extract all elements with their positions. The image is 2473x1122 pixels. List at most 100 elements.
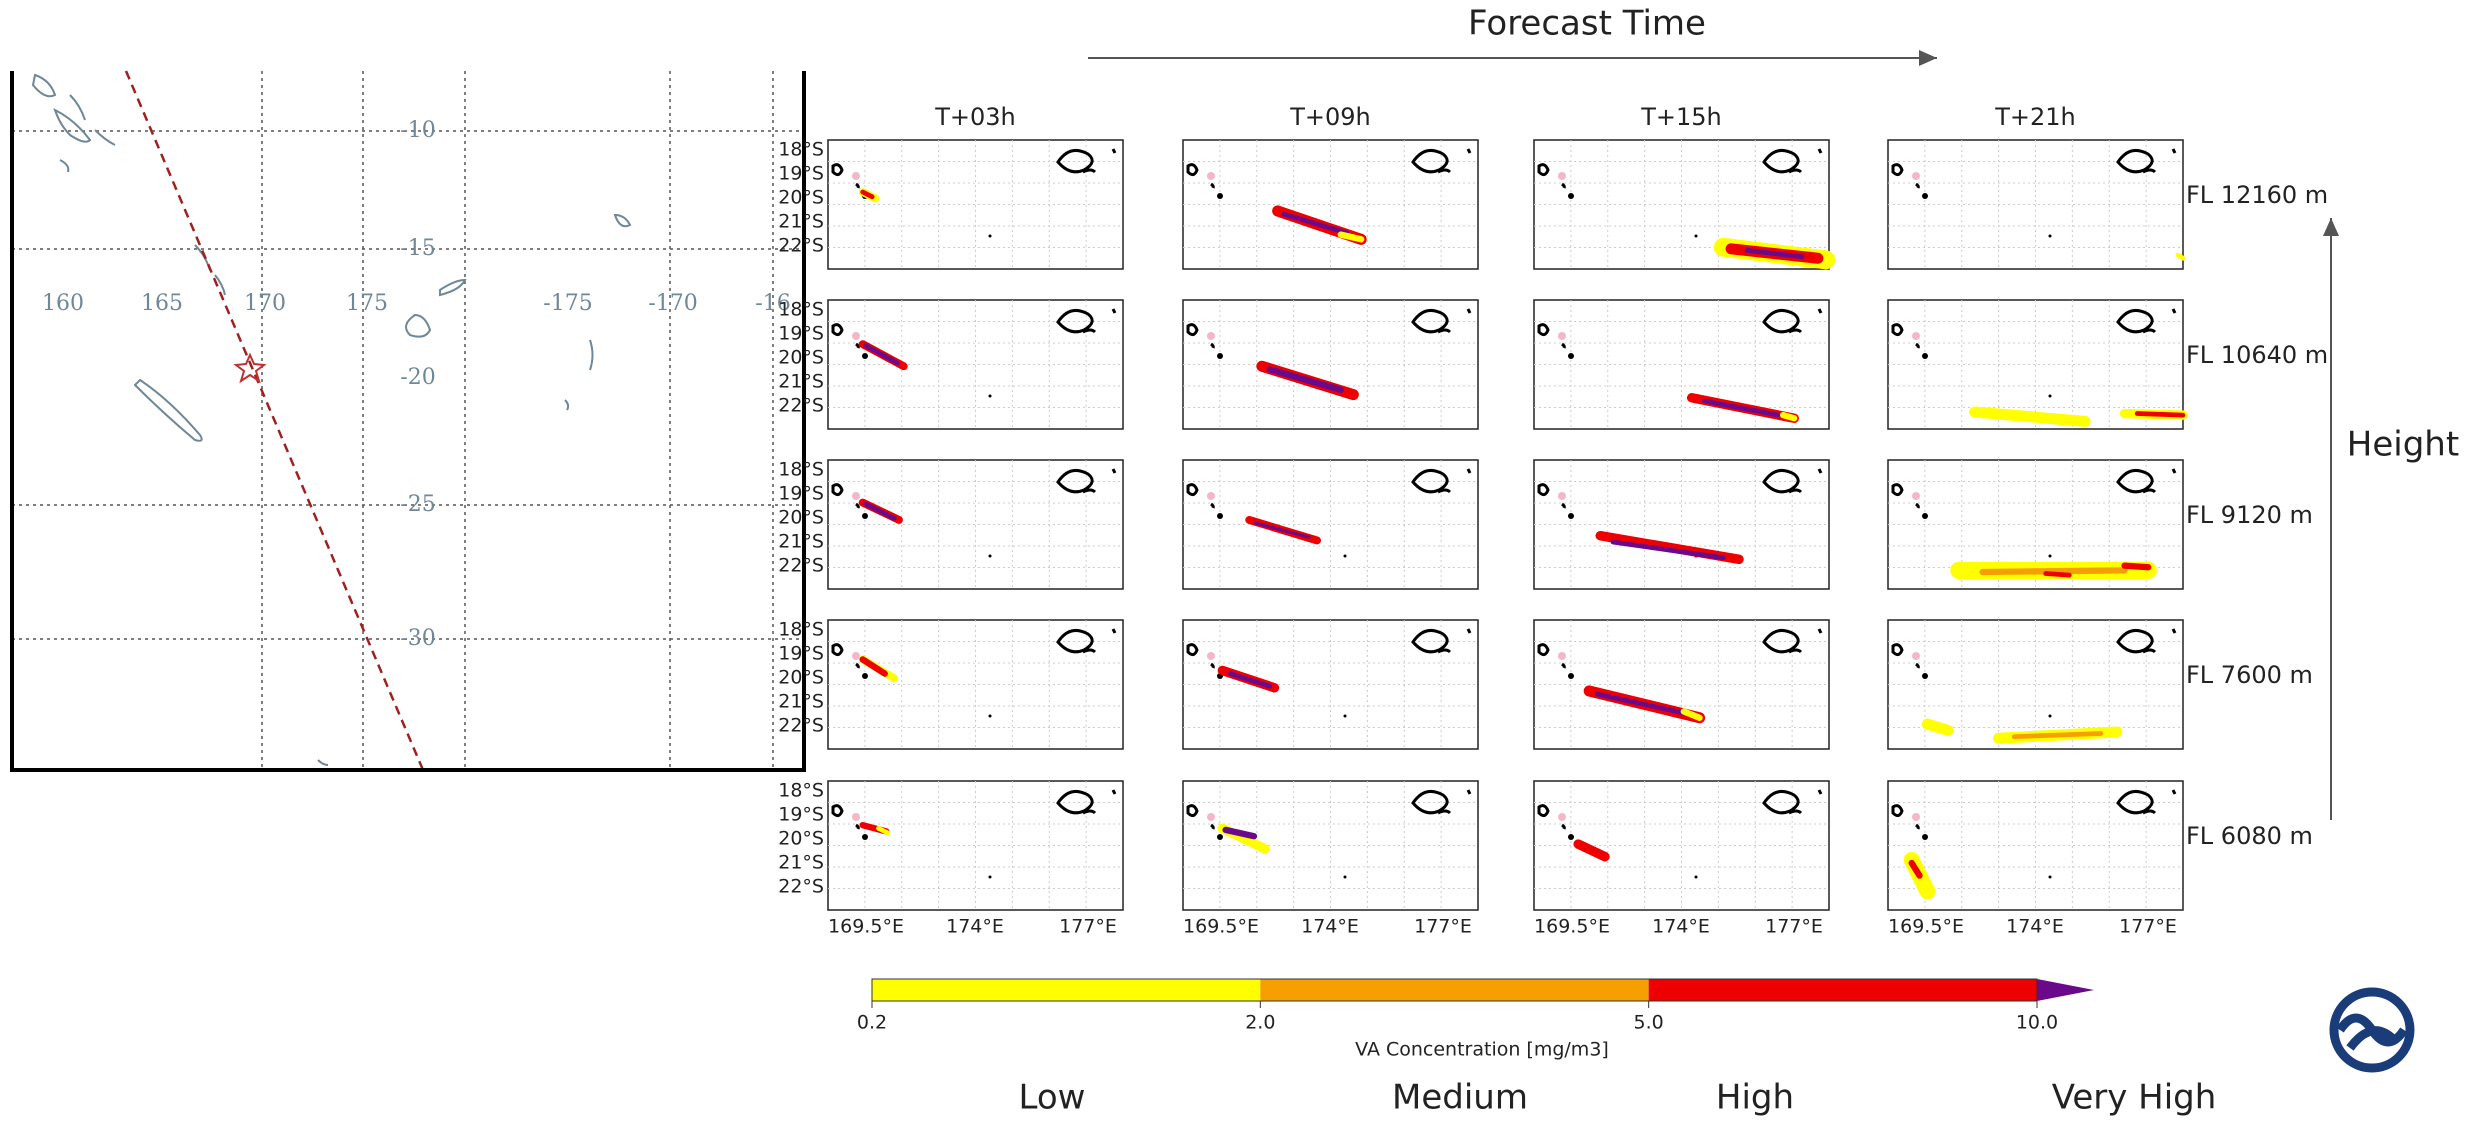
- lon-tick-label: 177°E: [1765, 916, 1823, 938]
- lon-tick-label: 177°E: [2119, 916, 2177, 938]
- island: [2048, 875, 2052, 879]
- ash-plume: [1969, 406, 2091, 427]
- lat-tick-label: 21°S: [778, 852, 824, 874]
- colorbar-tick-label: 0.2: [857, 1012, 887, 1034]
- lon-tick-label: 169.5°E: [1183, 916, 1259, 938]
- island: [862, 513, 868, 519]
- island: [1207, 172, 1215, 180]
- lat-tick-label: 20°S: [778, 828, 824, 850]
- island: [852, 492, 860, 500]
- level-label: Medium: [1392, 1078, 1528, 1118]
- island: [1568, 834, 1574, 840]
- lon-tick-label: 174°E: [1652, 916, 1710, 938]
- row-label: FL 10640 m: [2186, 341, 2328, 369]
- row-label: FL 12160 m: [2186, 181, 2328, 209]
- logo: [2329, 987, 2415, 1073]
- island: [1558, 813, 1566, 821]
- ash-plume: [1921, 718, 1954, 736]
- ash-plume: [1281, 211, 1350, 236]
- panel: [1887, 780, 2184, 911]
- map-lat-label: -15: [400, 236, 435, 261]
- panel: [1182, 780, 1479, 911]
- island: [1207, 652, 1215, 660]
- lat-tick-label: 20°S: [778, 507, 824, 529]
- lat-tick-label: 22°S: [778, 555, 824, 577]
- lat-tick-label: 21°S: [778, 531, 824, 553]
- panel: [1887, 139, 2186, 270]
- ash-plume: [1594, 691, 1687, 716]
- column-title: T+09h: [1289, 103, 1371, 131]
- lat-tick-label: 19°S: [778, 483, 824, 505]
- lat-tick-label: 21°S: [778, 371, 824, 393]
- panel: [827, 299, 1124, 430]
- lat-tick-label: 18°S: [778, 299, 824, 321]
- colorbar-frame: [871, 978, 2038, 1002]
- island: [2048, 714, 2052, 718]
- lat-tick-label: 19°S: [778, 643, 824, 665]
- map-lat-label: -30: [400, 626, 435, 651]
- ash-plume: [2011, 731, 2104, 740]
- island: [1891, 628, 2177, 669]
- island: [988, 234, 992, 238]
- island: [1568, 513, 1574, 519]
- colorbar-extend: [2037, 979, 2094, 1001]
- island: [988, 875, 992, 879]
- row-label: FL 7600 m: [2186, 661, 2313, 689]
- track-line: [124, 70, 425, 771]
- panel: [1533, 459, 1830, 590]
- ash-plume: [1979, 567, 2128, 576]
- ash-plume: [1253, 521, 1311, 539]
- island: [1912, 172, 1920, 180]
- island: [831, 628, 1117, 669]
- map-lon-label: 165: [141, 291, 183, 316]
- island: [1217, 513, 1223, 519]
- lon-tick-label: 177°E: [1059, 916, 1117, 938]
- island: [1891, 308, 2177, 349]
- island: [1186, 468, 1472, 509]
- lat-tick-label: 18°S: [778, 780, 824, 802]
- lon-tick-label: 174°E: [2006, 916, 2064, 938]
- colorbar-segment: [872, 979, 1261, 1001]
- lat-tick-label: 20°S: [778, 187, 824, 209]
- level-label: High: [1716, 1078, 1794, 1118]
- map-frame: [10, 71, 806, 772]
- lat-tick-label: 18°S: [778, 459, 824, 481]
- ash-plume: [1227, 671, 1273, 689]
- colorbar-segment: [1260, 979, 1649, 1001]
- ash-plume: [2134, 411, 2186, 418]
- island: [831, 148, 1117, 189]
- overview-map: [10, 70, 806, 772]
- island: [1217, 193, 1223, 199]
- panel: [1533, 619, 1830, 750]
- island: [1891, 789, 2177, 830]
- panel: [827, 619, 1124, 750]
- island: [862, 353, 868, 359]
- island: [1891, 468, 2177, 509]
- ash-plume: [860, 189, 875, 200]
- island: [1186, 789, 1472, 830]
- island: [1186, 628, 1472, 669]
- island: [1186, 148, 1472, 189]
- island: [831, 789, 1117, 830]
- map-lat-label: -10: [400, 118, 435, 143]
- map-lon-label: 170: [244, 291, 286, 316]
- island: [1537, 789, 1823, 830]
- island: [852, 813, 860, 821]
- column-title: T+15h: [1640, 103, 1722, 131]
- column-title: T+03h: [934, 103, 1016, 131]
- panel: [1182, 139, 1479, 270]
- island: [988, 714, 992, 718]
- ash-plume: [1744, 248, 1805, 260]
- island: [988, 394, 992, 398]
- lat-tick-label: 19°S: [778, 163, 824, 185]
- panel: [827, 139, 1124, 270]
- island: [1568, 193, 1574, 199]
- map-grid: [12, 71, 804, 770]
- lon-tick-label: 169.5°E: [1888, 916, 1964, 938]
- ash-plume: [859, 656, 888, 677]
- island: [1558, 652, 1566, 660]
- island: [1537, 468, 1823, 509]
- island: [1694, 234, 1698, 238]
- island: [1343, 554, 1347, 558]
